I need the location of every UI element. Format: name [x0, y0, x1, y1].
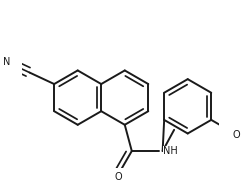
Text: NH: NH	[163, 146, 177, 156]
Text: O: O	[114, 172, 122, 181]
Text: N: N	[3, 57, 10, 67]
Text: O: O	[233, 130, 241, 140]
